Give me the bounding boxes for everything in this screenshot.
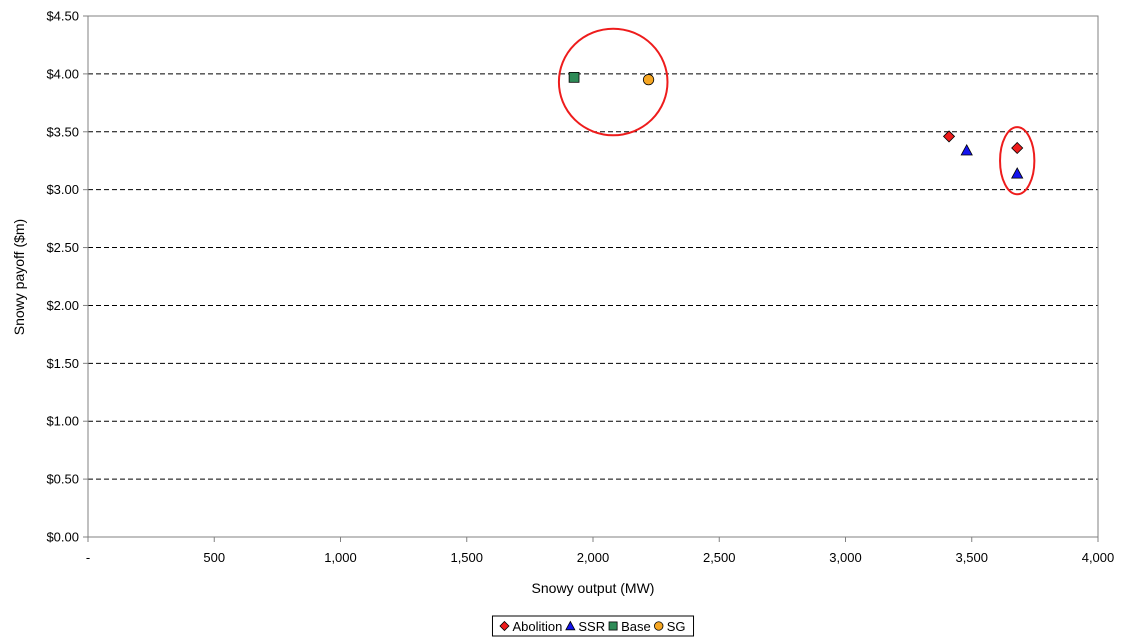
x-tick-label: 4,000	[1082, 550, 1115, 565]
legend: Abolition SSR Base SG	[491, 615, 695, 637]
legend-item-abolition: Abolition	[499, 619, 562, 634]
plot-area	[87, 15, 1099, 538]
legend-marker-abolition	[499, 620, 510, 632]
legend-marker-ssr	[565, 620, 576, 631]
y-tick-label: $3.00	[46, 182, 79, 197]
y-tick-label: $3.50	[46, 124, 79, 139]
highlight-ellipse	[557, 27, 669, 137]
y-axis-label: Snowy payoff ($m)	[11, 219, 27, 335]
legend-box	[491, 615, 695, 637]
y-tick-label: $4.00	[46, 66, 79, 81]
x-tick-label: 1,500	[450, 550, 483, 565]
legend-label: Abolition	[512, 619, 562, 634]
point-base	[568, 72, 580, 83]
point-abolition	[1011, 141, 1024, 155]
data-points	[568, 72, 1024, 179]
y-tick-label: $0.50	[46, 472, 79, 487]
legend-item-base: Base	[608, 619, 651, 634]
legend-item-ssr: SSR	[565, 619, 605, 634]
y-tick-label: $2.50	[46, 240, 79, 255]
gridlines	[88, 73, 1098, 480]
annotation-ellipses	[557, 27, 1036, 196]
x-axis-ticks: - 500 1,000 1,500 2,000 2,500 3,000 3,500 4,000	[86, 537, 1114, 565]
x-axis-label: Snowy output (MW)	[532, 580, 655, 596]
x-tick-label: 3,500	[955, 550, 988, 565]
legend-label: Base	[621, 619, 651, 634]
point-sg	[642, 74, 655, 86]
y-tick-label: $0.00	[46, 530, 79, 545]
x-tick-label: 1,000	[324, 550, 357, 565]
point-ssr	[960, 143, 973, 156]
point-ssr	[1011, 167, 1024, 179]
x-tick-label: 2,000	[577, 550, 610, 565]
x-tick-label: -	[86, 550, 90, 565]
x-tick-label: 3,000	[829, 550, 862, 565]
legend-label: SSR	[578, 619, 605, 634]
legend-item-sg: SG	[654, 619, 686, 634]
y-tick-label: $1.00	[46, 414, 79, 429]
legend-label: SG	[667, 619, 686, 634]
y-tick-label: $2.00	[46, 298, 79, 313]
legend-marker-sg	[654, 621, 664, 631]
point-abolition	[942, 130, 956, 143]
legend-marker-base	[608, 621, 618, 631]
x-tick-label: 2,500	[703, 550, 736, 565]
y-axis-ticks: $0.00 $0.50 $1.00 $1.50 $2.00 $2.50 $3.00 $3.50…	[46, 9, 88, 545]
y-tick-label: $4.50	[46, 9, 79, 24]
highlight-ellipse	[999, 126, 1036, 196]
x-tick-label: 500	[203, 550, 225, 565]
y-tick-label: $1.50	[46, 356, 79, 371]
